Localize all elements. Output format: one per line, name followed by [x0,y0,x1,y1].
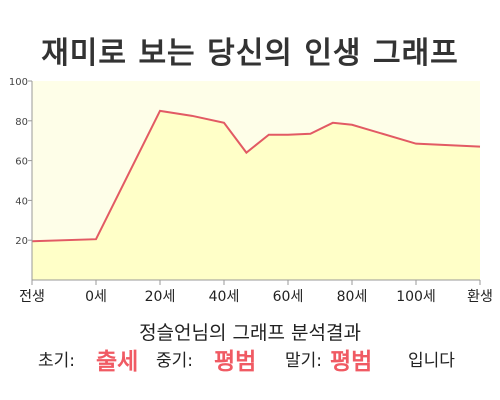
y-tick-label: 40 [15,196,28,207]
x-tick-label: 20세 [145,289,176,305]
series-line [31,109,481,243]
mid-label: 중기: [156,351,194,371]
mid-value: 평범 [214,349,257,375]
x-tick-label: 100세 [396,289,436,305]
x-tick-label: 40세 [209,289,240,305]
early-label: 초기: [38,351,76,371]
x-tick-label: 0세 [85,289,107,305]
series-area-fill [32,110,480,280]
late-value: 평범 [330,349,373,375]
x-tick-label: 전생 [19,289,45,305]
y-tick-label: 60 [15,157,28,168]
ending-text: 입니다 [408,351,455,371]
x-tick-label: 60세 [273,289,304,305]
early-value: 출세 [96,349,139,375]
y-tick-label: 20 [15,236,28,247]
late-label: 말기: [285,351,323,371]
analysis-subtitle: 정슬언님의 그래프 분석결과 [139,322,361,344]
y-tick-label: 80 [15,117,28,128]
x-tick-label: 80세 [337,289,368,305]
y-tick-label: 100 [9,77,28,88]
chart-title: 재미로 보는 당신의 인생 그래프 [41,36,459,71]
x-tick-label: 환생 [467,289,493,305]
